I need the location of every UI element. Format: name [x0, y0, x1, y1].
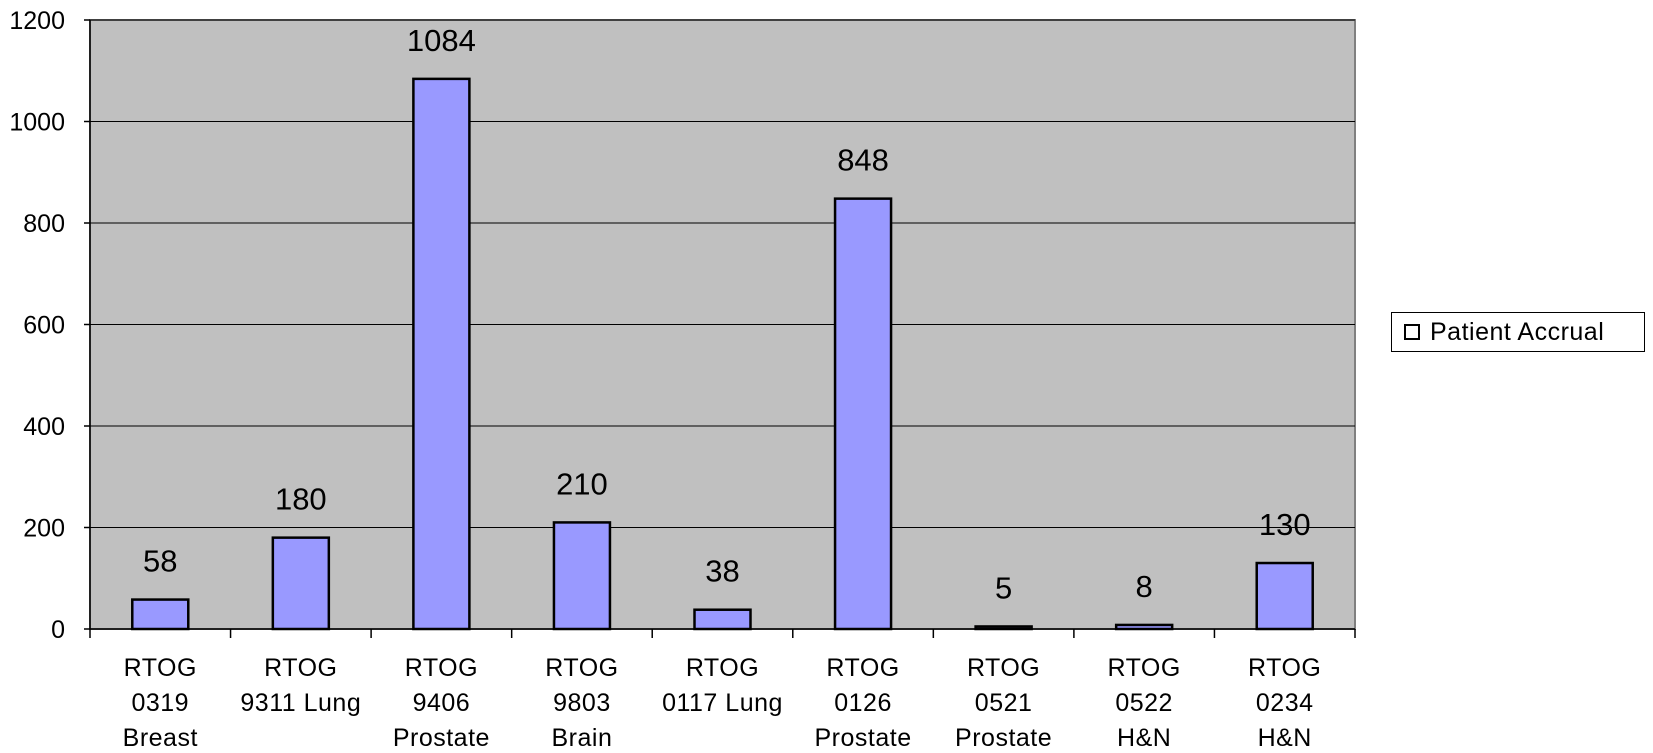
data-label: 5 [995, 570, 1012, 605]
x-tick-label: 0234 [1256, 689, 1314, 717]
x-tick-label: RTOG [826, 654, 899, 682]
data-label: 848 [837, 143, 889, 178]
bars [131, 77, 1314, 631]
data-label: 210 [556, 466, 608, 501]
data-label: 130 [1259, 507, 1311, 542]
data-label: 8 [1136, 569, 1153, 604]
x-tick-label: Prostate [955, 724, 1052, 752]
x-tick-label: Breast [123, 724, 198, 752]
x-tick-label: H&N [1258, 724, 1312, 752]
x-tick-label: RTOG [405, 654, 478, 682]
x-tick-label: RTOG [686, 654, 759, 682]
x-tick-label: Prostate [815, 724, 912, 752]
x-tick-label: RTOG [545, 654, 618, 682]
data-label: 58 [143, 544, 177, 579]
x-tick-label: 0522 [1115, 689, 1173, 717]
y-tick-label: 0 [51, 616, 65, 644]
data-label: 180 [275, 482, 327, 517]
x-tick-label: 0521 [975, 689, 1033, 717]
y-tick-label: 400 [23, 413, 65, 441]
x-tick-label: RTOG [124, 654, 197, 682]
x-tick-label: Prostate [393, 724, 490, 752]
data-label: 1084 [407, 23, 476, 58]
x-tick-label: 0319 [131, 689, 189, 717]
legend-swatch [1404, 324, 1420, 340]
bar [1255, 561, 1314, 631]
bar [412, 77, 471, 631]
x-tick-label: 9803 [553, 689, 611, 717]
x-tick-label: RTOG [967, 654, 1040, 682]
y-tick-label: 1200 [9, 7, 65, 35]
x-axis-ticks: RTOG 0319 Breast RTOG 9311 Lung RTOG 9406 Prost… [89, 629, 1356, 752]
gridlines [90, 19, 1355, 528]
y-tick-label: 200 [23, 515, 65, 543]
bar [131, 598, 190, 631]
x-tick-label: 0126 [834, 689, 892, 717]
y-tick-label: 600 [23, 312, 65, 340]
legend-label: Patient Accrual [1430, 317, 1605, 346]
x-tick-label: H&N [1117, 724, 1171, 752]
x-tick-label: 0117 Lung [662, 689, 783, 717]
data-label: 38 [705, 554, 739, 589]
bar [271, 536, 331, 631]
y-tick-label: 800 [23, 210, 65, 238]
bar [552, 521, 612, 631]
x-tick-label: RTOG [264, 654, 337, 682]
y-axis-ticks: 0 200 400 600 800 1000 1200 [9, 7, 90, 644]
bar [833, 197, 893, 631]
x-tick-label: 9311 Lung [240, 689, 361, 717]
x-tick-label: Brain [552, 724, 613, 752]
legend: Patient Accrual [1391, 312, 1645, 352]
bar [693, 608, 752, 631]
x-tick-label: RTOG [1248, 654, 1321, 682]
y-tick-label: 1000 [9, 109, 65, 137]
x-tick-label: RTOG [1108, 654, 1181, 682]
x-tick-label: 9406 [413, 689, 471, 717]
